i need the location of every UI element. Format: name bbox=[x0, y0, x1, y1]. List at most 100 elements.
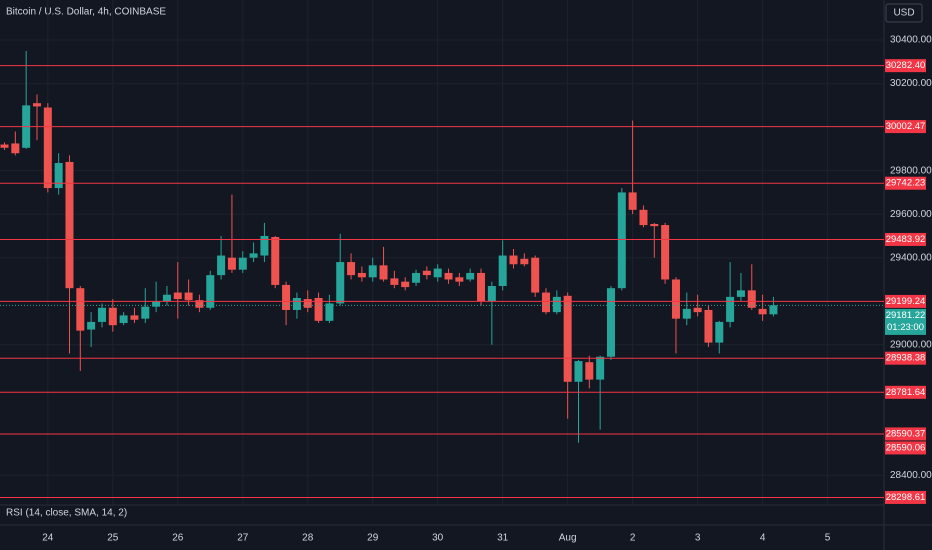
levels bbox=[0, 65, 884, 498]
x-tick-label: 24 bbox=[42, 533, 54, 544]
candle-body bbox=[325, 303, 334, 321]
candle-body bbox=[466, 272, 475, 280]
x-tick-label: 25 bbox=[107, 533, 119, 544]
candle-body bbox=[217, 255, 226, 276]
candle-body bbox=[314, 297, 323, 321]
grid bbox=[0, 0, 884, 505]
candle-body bbox=[173, 292, 182, 300]
x-tick-label: 27 bbox=[237, 533, 249, 544]
candle-body bbox=[357, 272, 366, 278]
candles bbox=[0, 50, 778, 443]
level-label-box bbox=[885, 385, 926, 399]
x-tick-label: 31 bbox=[497, 533, 509, 544]
candle-body bbox=[303, 299, 312, 308]
level-label: 29742.23 bbox=[886, 178, 926, 189]
labels: 30400.00 30200.00 29800.00 29600.00 29400.00… bbox=[42, 35, 932, 544]
candle-body bbox=[0, 144, 9, 148]
candle-body bbox=[574, 361, 583, 382]
candle-body bbox=[628, 192, 637, 210]
x-tick-label: 26 bbox=[172, 533, 184, 544]
x-tick-label: Aug bbox=[559, 533, 577, 544]
candle-body bbox=[336, 262, 345, 304]
x-tick-label: 2 bbox=[630, 533, 636, 544]
candle-body bbox=[54, 163, 63, 189]
candle-body bbox=[736, 290, 745, 297]
candle-body bbox=[238, 257, 247, 270]
candle-body bbox=[455, 277, 464, 282]
level-label-box bbox=[885, 232, 926, 246]
candle-body bbox=[11, 143, 20, 154]
candle-body bbox=[758, 308, 767, 315]
candle-body bbox=[487, 286, 496, 302]
level-label-box bbox=[885, 441, 926, 455]
candle-body bbox=[563, 295, 572, 382]
x-tick-label: 30 bbox=[432, 533, 444, 544]
candle-body bbox=[444, 272, 453, 280]
level-label-box bbox=[885, 294, 926, 308]
candle-body bbox=[195, 300, 204, 308]
x-tick-label: 28 bbox=[302, 533, 314, 544]
candle-body bbox=[509, 255, 518, 265]
candle-body bbox=[162, 294, 171, 302]
y-tick-label: 30200.00 bbox=[890, 78, 932, 89]
candle-body bbox=[596, 356, 605, 380]
candle-body bbox=[747, 290, 756, 308]
y-tick-label: 29400.00 bbox=[890, 252, 932, 263]
candle-body bbox=[108, 307, 117, 326]
level-label: 29483.92 bbox=[886, 234, 926, 245]
last-price-label-box bbox=[885, 308, 926, 335]
candle-body bbox=[130, 315, 139, 320]
candle-body bbox=[141, 306, 150, 319]
candle-body bbox=[390, 278, 399, 285]
candle-body bbox=[227, 257, 236, 270]
y-tick-label: 29000.00 bbox=[890, 339, 932, 350]
candle-body bbox=[726, 296, 735, 322]
level-label-box bbox=[885, 120, 926, 134]
candle-body bbox=[119, 315, 128, 324]
candle-body bbox=[531, 257, 540, 293]
indicator-label: RSI (14, close, SMA, 14, 2) bbox=[6, 508, 127, 519]
candle-body bbox=[379, 265, 388, 280]
level-label: 30282.40 bbox=[886, 60, 926, 71]
countdown: 01:23:00 bbox=[887, 322, 924, 333]
candle-body bbox=[97, 307, 106, 322]
candle-body bbox=[87, 321, 96, 330]
level-label: 28590.37 bbox=[886, 428, 926, 439]
candle-body bbox=[769, 305, 778, 315]
currency-box[interactable] bbox=[885, 3, 923, 23]
level-label-box bbox=[885, 59, 926, 73]
candle-body bbox=[401, 281, 410, 288]
candle-body bbox=[606, 288, 615, 357]
level-label-box bbox=[885, 427, 926, 441]
candle-body bbox=[433, 268, 442, 278]
candle-body bbox=[184, 292, 193, 301]
candle-body bbox=[260, 235, 269, 256]
candle-body bbox=[477, 272, 486, 302]
candle-body bbox=[542, 292, 550, 313]
candle-body bbox=[32, 103, 41, 107]
level-label: 28590.06 bbox=[886, 442, 926, 453]
candle-body bbox=[43, 107, 52, 189]
level-label: 29199.24 bbox=[886, 296, 926, 307]
candle-body bbox=[271, 237, 280, 285]
candle-body bbox=[206, 275, 215, 308]
candle-body bbox=[650, 223, 659, 227]
last-price-label: 29181.22 bbox=[886, 310, 926, 321]
candle-body bbox=[292, 297, 301, 310]
candle-body bbox=[65, 161, 74, 289]
y-tick-label: 29800.00 bbox=[890, 165, 932, 176]
candle-body bbox=[671, 279, 680, 319]
currency[interactable]: USD bbox=[893, 8, 914, 19]
candle-body bbox=[704, 309, 713, 343]
candle-body bbox=[249, 253, 258, 258]
candle-body bbox=[368, 265, 377, 278]
candle-body bbox=[422, 270, 431, 276]
candle-body bbox=[347, 262, 356, 276]
candle-body bbox=[282, 284, 291, 310]
level-label: 28781.64 bbox=[886, 387, 926, 398]
candle-body bbox=[76, 288, 85, 331]
level-label: 28938.38 bbox=[886, 353, 926, 364]
